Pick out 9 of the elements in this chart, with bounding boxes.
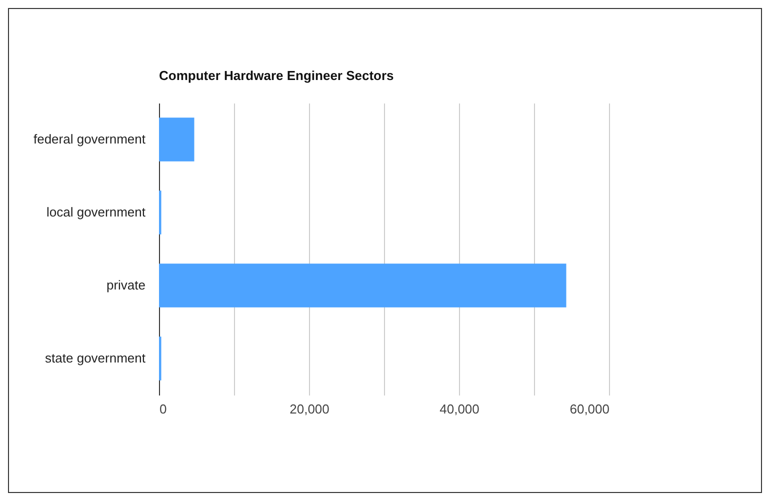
x-tick-label: 40,000 — [440, 402, 480, 416]
x-tick-label: 0 — [160, 402, 167, 416]
y-tick-label: state government — [45, 350, 146, 366]
x-tick-label: 20,000 — [290, 402, 330, 416]
y-tick-label: federal government — [33, 132, 146, 146]
x-tick-label: 60,000 — [570, 402, 610, 416]
y-tick-label: private — [106, 278, 146, 292]
y-tick-label: local government — [46, 204, 146, 220]
chart-title: Computer Hardware Engineer Sectors — [159, 68, 394, 83]
